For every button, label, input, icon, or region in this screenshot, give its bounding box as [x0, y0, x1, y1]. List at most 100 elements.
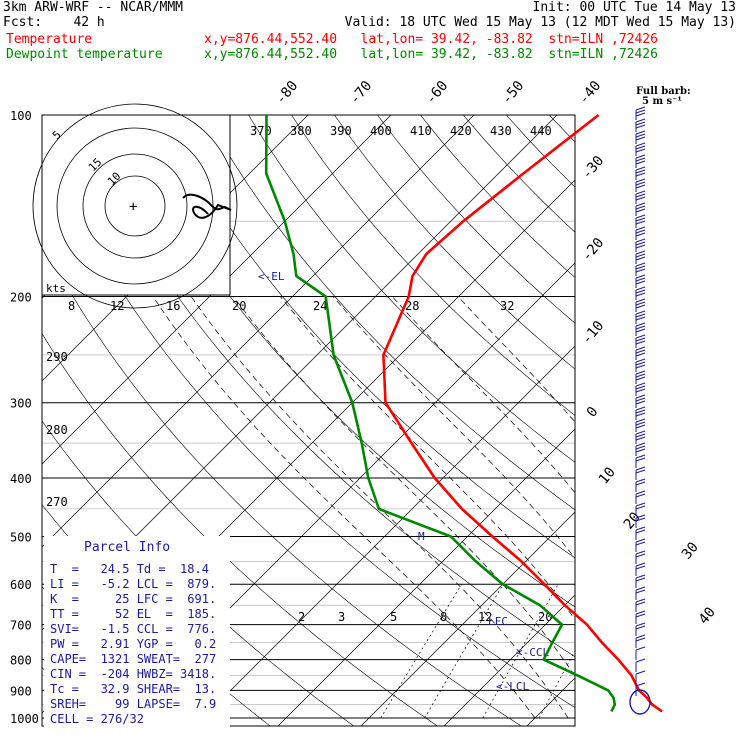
wind-barb-flag [635, 586, 646, 591]
wind-barb-flag [635, 121, 646, 126]
wind-barb-flag [635, 493, 646, 498]
parcel-info-title: Parcel Info [84, 540, 171, 555]
moist-adiabat-line [457, 296, 575, 423]
moist-adiabat-line [233, 296, 575, 677]
wind-barb-flag [635, 646, 646, 651]
wind-barb-flag [635, 226, 646, 231]
wind-barb-flag [635, 205, 646, 210]
hodograph-trace [182, 193, 232, 219]
wind-barb-flag [635, 310, 646, 315]
hodograph-box [41, 114, 231, 296]
wind-barb-flag [635, 469, 646, 474]
isotherm-label: -10 [579, 318, 608, 348]
wind-barb-flag [635, 208, 646, 213]
pressure-axis-label: 1000 [10, 712, 39, 726]
wind-barb-flag [635, 385, 646, 390]
theta-label: 370 [250, 124, 272, 138]
isotherm-label: 20 [621, 509, 644, 532]
wind-barb-flag [635, 397, 646, 402]
parcel-info-row: LI = -5.2 LCL = 879. [50, 577, 217, 591]
wind-barb-flag [635, 349, 646, 354]
wind-barb-flag [635, 598, 646, 603]
theta-label: 440 [530, 124, 552, 138]
el-annotation: <-EL [258, 270, 285, 283]
wind-barb-flag [635, 286, 646, 291]
wind-barb-flag [635, 301, 646, 306]
wind-barb-flag [635, 217, 646, 222]
wind-barb-flag [635, 526, 646, 531]
moist-adiabat-line [190, 296, 569, 719]
parcel-info-row: PW = 2.91 YGP = 0.2 [50, 637, 217, 651]
wind-barb-flag [635, 277, 646, 282]
wind-barb-flag [635, 445, 646, 450]
parcel-info-row: T = 24.5 Td = 18.4 [50, 562, 209, 576]
ccl-annotation: <-CCL [516, 646, 549, 659]
wind-barb-flag [635, 358, 646, 363]
wind-barb-flag [635, 364, 646, 369]
isotherm-label: -40 [576, 78, 605, 108]
temperature-location: x,y=876.44,552.40 lat,lon= 39.42, -83.82… [204, 32, 658, 47]
mixing-ratio-line [538, 649, 575, 719]
wind-barb-flag [635, 433, 646, 438]
wind-barb-flag [635, 133, 646, 138]
hodograph-speed-label: 12 [110, 299, 124, 313]
dry-adiabat-line [721, 115, 740, 731]
wind-barb-flag [635, 181, 646, 186]
wind-barb-flag [635, 400, 646, 405]
melting-level-annotation: M [418, 530, 425, 543]
isotherm-label: -60 [423, 78, 452, 108]
dry-adiabat-line [506, 115, 575, 188]
wind-barb-flag [635, 352, 646, 357]
wind-barb-flag [635, 253, 646, 258]
model-title: 3km ARW-WRF -- NCAR/MMM [3, 0, 184, 15]
wind-barb-flag [635, 106, 646, 111]
dry-adiabat-line [592, 115, 740, 731]
wind-barb-flag [635, 265, 646, 270]
wind-barb-flag [635, 436, 646, 441]
wind-barb-flag [635, 172, 646, 177]
wind-barb-flag [635, 490, 646, 495]
wind-barb-flag [635, 553, 646, 558]
wind-barb-flag [635, 502, 646, 507]
lfc-annotation: LFC [488, 615, 508, 628]
dry-adiabat-line [291, 115, 575, 416]
dry-adiabat-line [42, 333, 439, 726]
dry-adiabat-line [635, 115, 740, 731]
wind-barb-flag [635, 118, 646, 123]
wind-barb-flag [635, 124, 646, 129]
wind-barb-flag [635, 538, 646, 543]
wind-barb-flag [635, 190, 646, 195]
wind-barb-cluster [629, 689, 651, 715]
pressure-axis-label: 100 [10, 109, 32, 123]
isotherm-line [443, 594, 575, 726]
theta-label: 430 [490, 124, 512, 138]
mixing-ratio-line [380, 584, 462, 719]
wind-barb-flag [635, 184, 646, 189]
hodograph-unit-label: kts [46, 282, 66, 295]
isotherm-label: -50 [499, 78, 528, 108]
wind-barb-flag [635, 241, 646, 246]
isotherm-line [605, 115, 740, 731]
wind-barb-flag [635, 145, 646, 150]
wind-barb-flag [635, 394, 646, 399]
wind-barb-flag [635, 340, 646, 345]
hodograph-speed-label: 32 [500, 299, 514, 313]
hodograph-speed-label: 16 [166, 299, 180, 313]
wind-barb-flag [635, 430, 646, 435]
wind-barb-flag [635, 625, 646, 630]
valid-time: Valid: 18 UTC Wed 15 May 13 (12 MDT Wed … [344, 15, 736, 30]
isotherm-line [688, 115, 740, 731]
wind-barb-flag [635, 658, 646, 663]
wind-barb-flag [635, 601, 646, 606]
wind-barb-flag [635, 169, 646, 174]
isotherm-line [42, 115, 392, 465]
pressure-axis-label: 800 [10, 654, 32, 668]
wind-barb-flag [635, 406, 646, 411]
wind-barb-flag [635, 157, 646, 162]
wind-barb-flag [635, 637, 646, 642]
hodograph-ring [32, 103, 238, 309]
wind-barb-flag [635, 328, 646, 333]
wind-barb-flag [635, 292, 646, 297]
wind-barb-flag [635, 610, 646, 615]
theta-label: 390 [330, 124, 352, 138]
